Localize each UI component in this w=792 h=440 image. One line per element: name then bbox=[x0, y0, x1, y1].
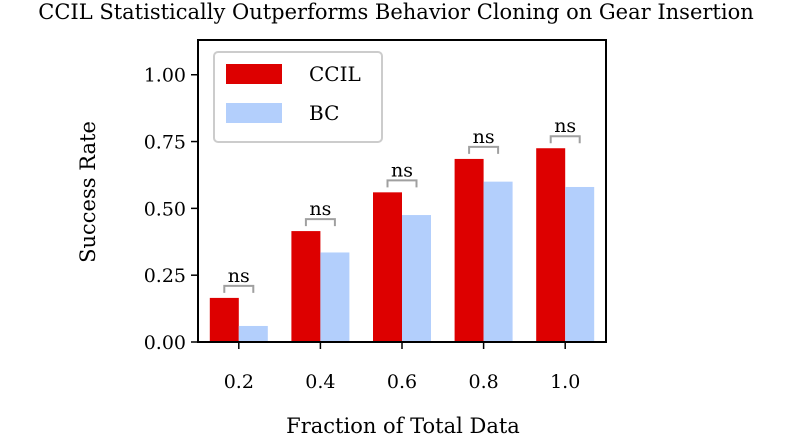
bar-bc-0.8 bbox=[483, 181, 513, 342]
significance-label-1.0: ns bbox=[554, 115, 576, 137]
bars-group bbox=[209, 148, 595, 342]
x-axis-label: Fraction of Total Data bbox=[286, 414, 520, 438]
x-tick-label-0.8: 0.8 bbox=[468, 371, 498, 393]
y-tick-label-0.50: 0.50 bbox=[144, 198, 186, 220]
y-tick-label-0.25: 0.25 bbox=[144, 265, 186, 287]
significance-bracket-0.8 bbox=[468, 145, 500, 154]
legend-swatch-ccil bbox=[226, 64, 282, 84]
legend-swatch-bc bbox=[226, 103, 282, 123]
bar-ccil-0.2 bbox=[209, 297, 239, 342]
x-tick-label-0.4: 0.4 bbox=[305, 371, 335, 393]
x-axis: 0.2 0.4 0.6 0.8 1.0 bbox=[224, 342, 580, 393]
bar-bc-0.4 bbox=[320, 252, 350, 342]
y-tick-label-0.00: 0.00 bbox=[144, 332, 186, 354]
y-tick-label-0.75: 0.75 bbox=[144, 132, 186, 154]
bar-ccil-1.0 bbox=[536, 148, 566, 342]
bar-ccil-0.4 bbox=[291, 231, 321, 342]
significance-bracket-0.2 bbox=[223, 284, 255, 293]
significance-label-0.2: ns bbox=[228, 265, 250, 287]
bar-bc-0.2 bbox=[238, 325, 268, 342]
y-axis: 0.00 0.25 0.50 0.75 1.00 bbox=[144, 65, 198, 354]
y-tick-label-1.00: 1.00 bbox=[144, 65, 186, 87]
significance-label-0.4: ns bbox=[309, 198, 331, 220]
annotations-group: ns ns ns ns ns bbox=[223, 115, 581, 293]
legend-label-bc: BC bbox=[309, 101, 339, 125]
y-axis-label: Success Rate bbox=[76, 121, 100, 263]
bar-ccil-0.8 bbox=[454, 158, 484, 342]
x-tick-label-1.0: 1.0 bbox=[550, 371, 580, 393]
x-tick-label-0.6: 0.6 bbox=[387, 371, 417, 393]
significance-bracket-0.6 bbox=[386, 179, 418, 188]
significance-label-0.8: ns bbox=[473, 126, 495, 148]
bar-bc-1.0 bbox=[565, 186, 595, 342]
chart-title: CCIL Statistically Outperforms Behavior … bbox=[38, 0, 753, 24]
significance-label-0.6: ns bbox=[391, 159, 413, 181]
legend: CCIL BC bbox=[213, 51, 383, 143]
legend-label-ccil: CCIL bbox=[309, 62, 361, 86]
bar-bc-0.6 bbox=[402, 215, 431, 342]
bar-ccil-0.6 bbox=[373, 192, 402, 342]
significance-bracket-1.0 bbox=[549, 135, 581, 144]
plot-frame bbox=[197, 39, 607, 343]
x-tick-label-0.2: 0.2 bbox=[224, 371, 254, 393]
significance-bracket-0.4 bbox=[304, 218, 336, 227]
